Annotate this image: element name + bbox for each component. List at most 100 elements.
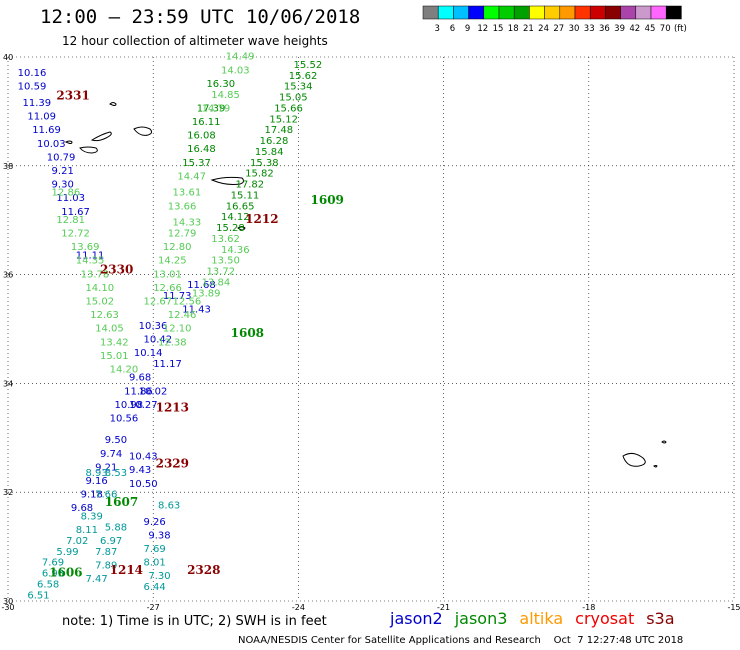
swh-point: 9.18: [81, 490, 103, 501]
swh-point: 12.63: [90, 310, 119, 321]
swh-point: 13.01: [153, 269, 182, 280]
swh-point: 8.93: [85, 468, 107, 479]
color-scale-label: 24: [538, 24, 549, 34]
swh-point: 14.36: [221, 245, 250, 256]
swh-point: 9.30: [52, 180, 74, 191]
swh-point: 10.02: [139, 386, 168, 397]
swh-point: 9.26: [144, 517, 166, 528]
swh-point: 15.12: [269, 114, 298, 125]
swh-point: 10.50: [129, 479, 158, 490]
swh-point: 13.69: [71, 242, 100, 253]
swh-point: 10.43: [129, 452, 158, 463]
island-outline: [79, 146, 98, 154]
island-outline: [210, 176, 245, 185]
swh-point: 15.02: [85, 297, 114, 308]
satellite-legend-altika: altika: [519, 609, 564, 628]
swh-point: 10.27: [129, 400, 158, 411]
swh-point: 15.28: [216, 223, 245, 234]
color-scale-label: 36: [599, 24, 610, 34]
swh-point: 11.43: [182, 305, 211, 316]
swh-point: 12.66: [153, 283, 182, 294]
swh-point: 7.30: [148, 571, 170, 582]
swh-point: 11.73: [163, 291, 192, 302]
island-outline: [90, 131, 112, 142]
color-scale-label: (ft): [674, 24, 687, 34]
swh-point: 10.56: [110, 413, 139, 424]
swh-point: 10.79: [47, 152, 76, 163]
swh-point: 12.10: [163, 324, 192, 335]
time-label: 2331: [56, 88, 89, 102]
swh-point: 15.05: [279, 93, 308, 104]
color-scale-label: 12: [477, 24, 488, 34]
swh-point: 17.48: [265, 125, 294, 136]
swh-point: 13.78: [81, 269, 110, 280]
y-tick-label: 38: [3, 162, 13, 171]
swh-point: 13.62: [211, 234, 240, 245]
y-tick-label: 30: [3, 597, 13, 606]
swh-point: 9.16: [85, 476, 107, 487]
swh-point: 15.84: [255, 147, 284, 158]
swh-point: 8.39: [81, 511, 103, 522]
swh-point: 14.20: [110, 365, 139, 376]
swh-point: 7.89: [95, 560, 117, 571]
swh-point: 15.52: [294, 60, 323, 71]
swh-point: 10.59: [18, 82, 47, 93]
y-tick-label: 34: [3, 379, 13, 388]
swh-point: 17.39: [197, 103, 226, 114]
color-scale-label: 70: [660, 24, 671, 34]
color-scale-svg: 3 6 9 12 15 18 21 24 27 30 33 36 39 42 45 70 (ft): [422, 5, 687, 34]
swh-point: 15.38: [250, 158, 279, 169]
swh-point: 11.69: [32, 125, 61, 136]
swh-point: 11.67: [61, 207, 90, 218]
time-label: 2329: [156, 457, 189, 471]
chart-subtitle: 12 hour collection of altimeter wave hei…: [62, 34, 328, 48]
time-label: 1609: [311, 193, 344, 207]
units-note: note: 1) Time is in UTC; 2) SWH is in fe…: [62, 614, 327, 629]
swh-point: 14.25: [158, 256, 187, 267]
time-label: 1213: [156, 401, 189, 415]
land-outlines: [64, 102, 667, 468]
swh-point: 14.05: [95, 324, 124, 335]
swh-point: 14.12: [221, 212, 250, 223]
swh-point: 14.03: [221, 65, 250, 76]
swh-point: 15.37: [182, 158, 211, 169]
color-scale-label: 3: [434, 24, 439, 34]
y-tick-label: 32: [3, 488, 13, 497]
color-scale-label: 21: [523, 24, 534, 34]
satellite-legend-jason2: jason2: [390, 609, 443, 628]
swh-point: 11.17: [153, 359, 182, 370]
y-tick-label: 36: [3, 271, 13, 280]
x-tick-label: -30: [1, 603, 14, 612]
swh-point: 7.69: [42, 558, 64, 569]
swh-point: 9.38: [148, 530, 170, 541]
color-scale-label: 18: [508, 24, 519, 34]
swh-point: 13.61: [173, 188, 202, 199]
swh-point: 8.01: [144, 558, 166, 569]
swh-point: 9.68: [71, 503, 93, 514]
swh-point: 13.84: [202, 277, 231, 288]
swh-point: 5.88: [105, 522, 127, 533]
island-outline: [653, 465, 658, 468]
swh-point: 5.99: [56, 547, 78, 558]
time-label: 1608: [231, 326, 264, 340]
swh-point: 14.10: [85, 283, 114, 294]
swh-point: 11.68: [187, 280, 216, 291]
swh-point: 14.85: [211, 90, 240, 101]
swh-point: 13.66: [168, 201, 197, 212]
swh-point: 6.58: [37, 579, 59, 590]
swh-point: 6.97: [100, 536, 122, 547]
swh-point: 10.14: [134, 348, 163, 359]
swh-point: 12.79: [168, 229, 197, 240]
swh-point: 12.67: [144, 297, 173, 308]
satellite-legend-cryosat: cryosat: [575, 609, 635, 628]
swh-point: 11.03: [56, 193, 85, 204]
swh-point: 9.50: [105, 435, 127, 446]
swh-point: 10.16: [18, 68, 47, 79]
swh-point: 8.11: [76, 525, 98, 536]
swh-point: 15.82: [245, 169, 274, 180]
chart-title: 12:00 — 23:59 UTC 10/06/2018: [40, 6, 361, 28]
island-outline: [109, 102, 117, 106]
swh-point: 12.38: [158, 337, 187, 348]
swh-point: 8.63: [158, 501, 180, 512]
